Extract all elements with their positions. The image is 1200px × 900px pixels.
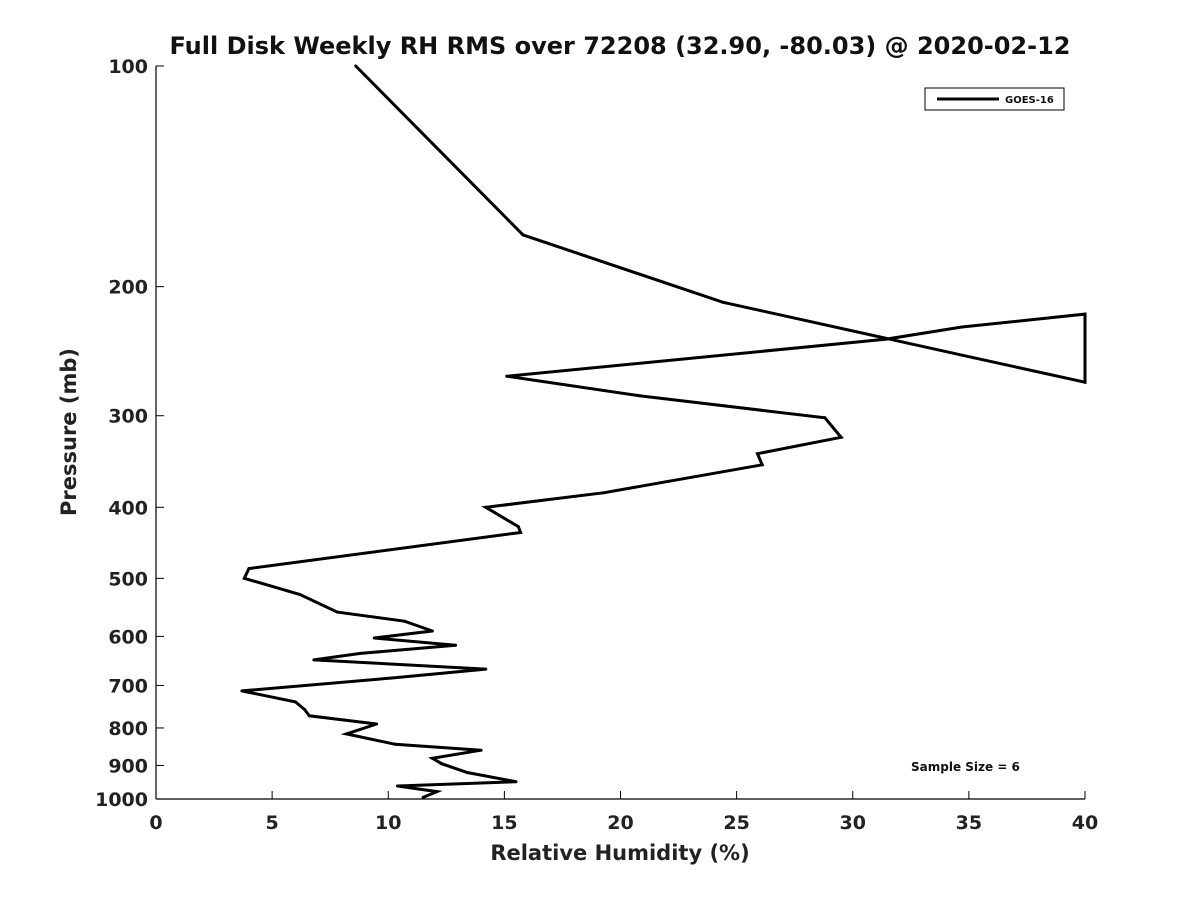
data-point <box>303 708 307 711</box>
data-point <box>760 463 764 467</box>
data-point <box>240 689 244 693</box>
y-tick-label: 300 <box>108 406 148 428</box>
data-point <box>293 700 297 704</box>
data-point <box>354 64 358 68</box>
x-tick-label: 0 <box>149 812 162 834</box>
data-point <box>519 531 523 534</box>
y-tick-label: 600 <box>108 626 148 648</box>
data-point <box>372 636 376 640</box>
data-point <box>639 394 643 398</box>
data-point <box>960 325 964 329</box>
y-axis: 100 200 300 400 500 600 700 800 900 1000 <box>95 56 164 811</box>
data-point <box>484 667 488 671</box>
data-point <box>883 337 887 341</box>
data-point <box>602 491 606 495</box>
data-point <box>389 676 393 680</box>
y-axis-label: Pressure (mb) <box>57 348 81 516</box>
data-point <box>440 762 444 766</box>
y-tick-label: 800 <box>108 718 148 740</box>
legend-entry-goes-16: GOES-16 <box>1005 95 1054 106</box>
y-tick-label: 100 <box>108 56 148 78</box>
y-tick-label: 200 <box>108 277 148 299</box>
data-point <box>247 567 251 571</box>
data-point <box>421 795 425 799</box>
data-point <box>312 658 316 662</box>
data-point <box>242 576 246 580</box>
data-point <box>505 374 509 378</box>
y-tick-label: 900 <box>108 755 148 777</box>
data-point <box>1083 380 1087 384</box>
data-point <box>298 593 302 596</box>
data-point <box>307 714 311 718</box>
data-point <box>516 525 520 529</box>
data-point <box>484 505 488 509</box>
x-tick-label: 20 <box>607 812 633 834</box>
series-line-goes-16 <box>241 64 1087 799</box>
data-point <box>393 742 397 746</box>
x-tick-label: 25 <box>723 812 749 834</box>
data-point <box>972 356 975 360</box>
data-point <box>396 784 399 788</box>
x-tick-label: 10 <box>375 812 401 834</box>
y-tick-label: 700 <box>108 675 148 697</box>
data-point <box>465 771 469 774</box>
data-point <box>344 732 348 736</box>
data-point <box>403 619 406 623</box>
y-tick-label: 400 <box>108 497 148 519</box>
sample-size-annotation: Sample Size = 6 <box>911 760 1020 774</box>
data-point <box>430 629 434 633</box>
data-point <box>823 416 827 420</box>
x-tick-label: 40 <box>1072 812 1098 834</box>
legend: GOES-16 <box>924 87 1065 111</box>
data-point <box>1083 312 1087 316</box>
data-point <box>375 722 379 726</box>
data-point <box>454 643 458 647</box>
x-tick-label: 35 <box>956 812 982 834</box>
data-point <box>335 610 339 614</box>
data-point <box>479 748 483 752</box>
data-point <box>514 780 518 784</box>
y-tick-label: 1000 <box>95 789 148 811</box>
chart-title: Full Disk Weekly RH RMS over 72208 (32.9… <box>169 32 1070 60</box>
x-tick-label: 30 <box>840 812 866 834</box>
data-point <box>358 651 362 655</box>
x-axis-label: Relative Humidity (%) <box>490 841 749 865</box>
data-point <box>435 790 439 794</box>
data-point <box>721 300 725 304</box>
data-point <box>839 435 843 439</box>
data-point <box>521 233 525 237</box>
data-point <box>416 127 420 131</box>
plot-area <box>155 64 1087 800</box>
x-tick-label: 5 <box>266 812 279 834</box>
y-tick-label: 500 <box>108 568 148 590</box>
data-point <box>430 756 434 760</box>
data-point <box>756 452 759 456</box>
x-axis: 0 5 10 15 20 25 30 35 40 <box>149 791 1098 834</box>
x-tick-label: 15 <box>491 812 517 834</box>
